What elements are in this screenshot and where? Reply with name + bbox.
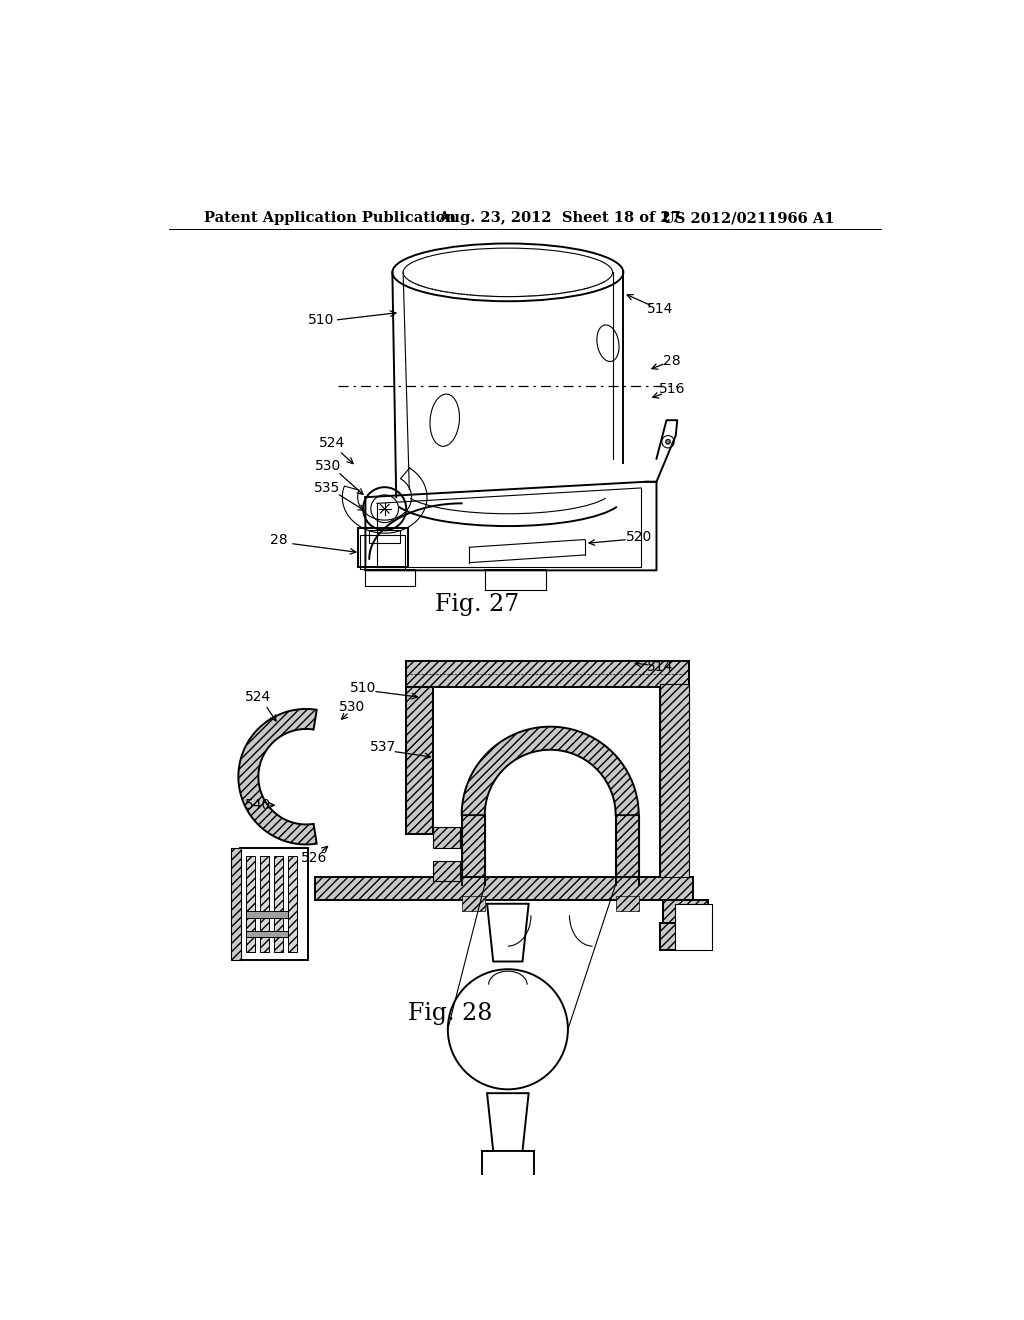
Text: 540: 540 <box>245 799 270 812</box>
Bar <box>615 896 639 911</box>
Text: Aug. 23, 2012  Sheet 18 of 27: Aug. 23, 2012 Sheet 18 of 27 <box>438 211 681 226</box>
Circle shape <box>447 969 568 1089</box>
Text: 28: 28 <box>664 354 681 368</box>
Text: 510: 510 <box>350 681 376 696</box>
Bar <box>230 849 242 960</box>
Bar <box>260 857 269 952</box>
Bar <box>433 862 460 880</box>
Text: Fig. 27: Fig. 27 <box>435 594 519 616</box>
Text: Patent Application Publication: Patent Application Publication <box>204 211 456 226</box>
Bar <box>240 849 307 960</box>
Text: 514: 514 <box>647 301 674 315</box>
Bar <box>246 911 289 917</box>
Text: 537: 537 <box>370 741 396 755</box>
Bar <box>357 528 408 566</box>
Text: 28: 28 <box>269 532 287 546</box>
Text: 530: 530 <box>339 700 366 714</box>
Text: 526: 526 <box>301 850 327 865</box>
Text: 514: 514 <box>647 660 674 673</box>
Bar <box>659 684 689 876</box>
Bar <box>615 816 639 884</box>
Bar <box>659 686 689 884</box>
Bar <box>659 923 712 950</box>
Text: 520: 520 <box>626 531 652 544</box>
Text: 535: 535 <box>313 480 340 495</box>
Bar <box>246 931 289 937</box>
Bar <box>664 900 708 923</box>
Bar <box>407 686 433 834</box>
Text: US 2012/0211966 A1: US 2012/0211966 A1 <box>662 211 835 226</box>
Text: 524: 524 <box>319 437 345 450</box>
Bar <box>315 876 692 900</box>
Bar <box>462 816 484 884</box>
Bar <box>407 661 689 686</box>
Bar <box>246 857 255 952</box>
Text: 516: 516 <box>658 383 685 396</box>
Bar <box>675 904 712 950</box>
Bar <box>433 826 460 849</box>
Bar <box>273 857 283 952</box>
Circle shape <box>666 440 671 444</box>
Polygon shape <box>239 709 316 845</box>
Text: Fig. 28: Fig. 28 <box>408 1002 493 1024</box>
Polygon shape <box>462 727 639 816</box>
Bar <box>370 529 400 544</box>
Text: 510: 510 <box>308 313 335 327</box>
Bar <box>462 896 484 911</box>
Text: 524: 524 <box>245 690 270 705</box>
Bar <box>360 535 406 569</box>
Text: 530: 530 <box>315 459 342 474</box>
Bar <box>288 857 297 952</box>
